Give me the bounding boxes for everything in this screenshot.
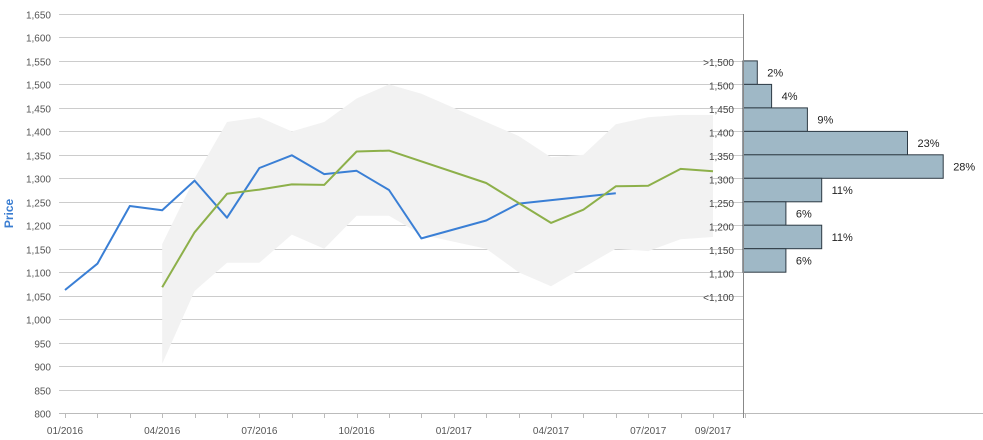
y-tick-label: 1,350 xyxy=(26,152,51,163)
distribution-bar xyxy=(742,224,823,250)
distribution-bar xyxy=(742,107,808,132)
y-tick-label: 1,400 xyxy=(26,128,51,139)
series-line-green xyxy=(161,149,714,288)
distribution-percent-label: 28% xyxy=(953,162,975,174)
y-tick-label: 1,550 xyxy=(26,58,51,69)
distribution-percent-label: 6% xyxy=(796,255,812,267)
distribution-bin-label: 1,400 xyxy=(709,129,734,140)
y-tick-label: 950 xyxy=(34,340,51,351)
y-tick-label: 1,650 xyxy=(26,11,51,22)
distribution-bin-label: 1,250 xyxy=(709,199,734,210)
y-axis-label: Price xyxy=(2,198,16,228)
y-tick-label: 1,200 xyxy=(26,222,51,233)
x-tick-label: 07/2017 xyxy=(630,426,667,437)
x-tick-label: 01/2017 xyxy=(436,426,473,437)
x-tick-label: 01/2016 xyxy=(47,426,84,437)
series-lines xyxy=(64,149,714,291)
distribution-bar xyxy=(742,201,787,226)
x-axis-ticks xyxy=(65,413,746,418)
y-tick-label: 1,100 xyxy=(26,269,51,280)
y-tick-label: 1,300 xyxy=(26,175,51,186)
distribution-bin-label: 1,300 xyxy=(709,176,734,187)
y-tick-label: 1,450 xyxy=(26,105,51,116)
y-tick-label: 800 xyxy=(34,410,51,421)
y-tick-label: 850 xyxy=(34,387,51,398)
distribution-bin-label: >1,500 xyxy=(703,58,734,69)
y-tick-label: 1,250 xyxy=(26,199,51,210)
y-tick-label: 1,600 xyxy=(26,34,51,45)
distribution-bar xyxy=(742,177,823,203)
y-tick-label: 900 xyxy=(34,363,51,374)
y-tick-label: 1,500 xyxy=(26,81,51,92)
forecast-range-band xyxy=(162,84,713,364)
y-tick-label: 1,000 xyxy=(26,316,51,327)
distribution-percent-label: 23% xyxy=(918,138,940,150)
distribution-percent-label: 2% xyxy=(767,68,783,80)
distribution-percent-label: 4% xyxy=(782,91,798,103)
distribution-percent-label: 6% xyxy=(796,209,812,221)
distribution-bin-label: 1,200 xyxy=(709,223,734,234)
distribution-bar xyxy=(742,60,758,85)
distribution-bin-label: 1,350 xyxy=(709,152,734,163)
distribution-percent-label: 9% xyxy=(817,115,833,127)
distribution-bar xyxy=(742,154,944,179)
x-tick-label: 10/2016 xyxy=(339,426,376,437)
distribution-bar xyxy=(742,130,908,156)
distribution-bar xyxy=(742,83,773,109)
x-tick-label: 04/2016 xyxy=(144,426,181,437)
series-line-blue xyxy=(64,154,616,291)
y-tick-label: 1,050 xyxy=(26,293,51,304)
distribution-bin-label: 1,450 xyxy=(709,105,734,116)
y-axis-tick-labels: 800 850 900 950 1,000 1,050 1,100 1,150 1,200 1,2… xyxy=(26,11,51,421)
distribution-percent-label: 11% xyxy=(832,185,853,197)
distribution-percent-labels: 2% 4% 9% 23% 28% 11% 6% 11% 6% xyxy=(767,68,975,268)
distribution-bin-labels: >1,500 1,500 1,450 1,400 1,350 1,300 1,250 1,20… xyxy=(703,58,734,304)
distribution-bar xyxy=(742,248,787,273)
distribution-bin-label: 1,500 xyxy=(709,82,734,93)
x-tick-label: 09/2017 xyxy=(695,426,732,437)
distribution-bin-label: <1,100 xyxy=(703,293,734,304)
x-tick-label: 04/2017 xyxy=(533,426,570,437)
x-axis-tick-labels: 01/2016 04/2016 07/2016 10/2016 01/2017 04/20… xyxy=(47,426,732,437)
distribution-bin-label: 1,100 xyxy=(709,270,734,281)
x-tick-label: 07/2016 xyxy=(241,426,278,437)
distribution-bars xyxy=(742,60,944,273)
y-tick-label: 1,150 xyxy=(26,246,51,257)
distribution-percent-label: 11% xyxy=(832,232,853,244)
distribution-bin-label: 1,150 xyxy=(709,246,734,257)
